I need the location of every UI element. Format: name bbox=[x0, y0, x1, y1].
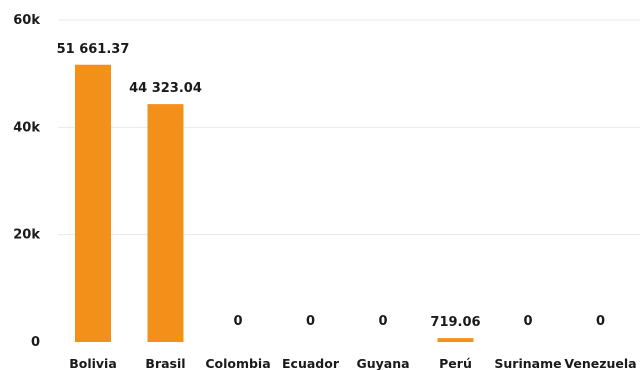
x-tick-label: Bolivia bbox=[69, 356, 117, 370]
bars bbox=[75, 64, 474, 343]
x-tick-label: Guyana bbox=[356, 356, 409, 370]
value-label: 51 661.37 bbox=[57, 42, 130, 57]
value-label: 0 bbox=[523, 314, 532, 329]
value-label: 0 bbox=[306, 314, 315, 329]
value-label: 0 bbox=[596, 314, 605, 329]
x-tick-label: Colombia bbox=[205, 356, 270, 370]
x-tick-label: Ecuador bbox=[282, 356, 340, 370]
x-tick-label: Brasil bbox=[145, 356, 185, 370]
bar-bolivia bbox=[75, 64, 111, 343]
value-labels: 51 661.37 44 323.04 0 0 0 719.06 0 0 bbox=[57, 42, 605, 330]
value-label: 0 bbox=[378, 314, 387, 329]
bar-brasil bbox=[147, 104, 184, 342]
bar-perú bbox=[437, 338, 474, 342]
x-tick-label: Venezuela bbox=[564, 356, 636, 370]
y-tick-label: 60k bbox=[13, 13, 40, 28]
y-tick-label: 40k bbox=[13, 120, 40, 135]
y-axis-ticks: 0 20k 40k 60k bbox=[13, 13, 40, 350]
value-label: 44 323.04 bbox=[129, 81, 202, 96]
y-tick-label: 0 bbox=[31, 335, 40, 350]
grid-layer bbox=[58, 19, 640, 236]
x-tick-label: Perú bbox=[439, 356, 472, 370]
value-label: 719.06 bbox=[430, 315, 480, 330]
value-label: 0 bbox=[233, 314, 242, 329]
y-tick-label: 20k bbox=[13, 228, 40, 243]
x-axis-labels: Bolivia Brasil Colombia Ecuador Guyana Perú Su… bbox=[69, 356, 636, 370]
x-tick-label: Suriname bbox=[494, 356, 561, 370]
